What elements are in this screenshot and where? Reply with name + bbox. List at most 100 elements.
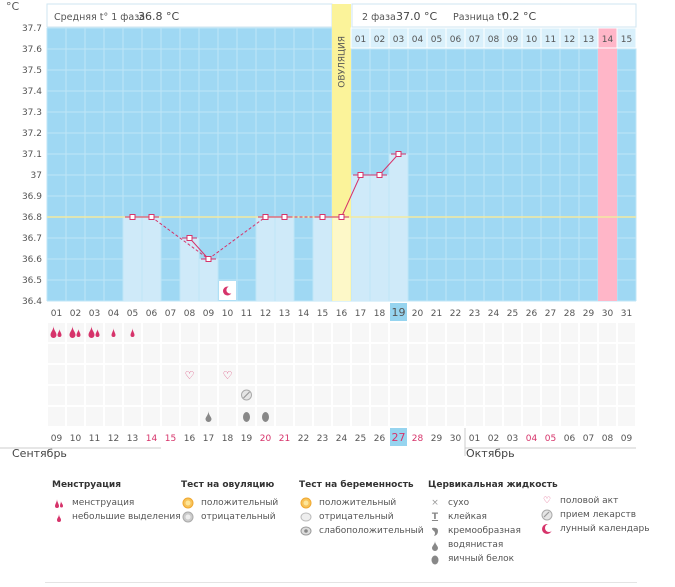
- marker-cell: [351, 322, 370, 343]
- marker-cell: [351, 343, 370, 364]
- marker-cell: [446, 364, 465, 385]
- post-ovulation-number: 01: [355, 35, 366, 45]
- bbt-chart: °C Средняя t° 1 фаза 36.8 °C 2 фаза 37.0…: [0, 0, 637, 460]
- legend-item-label: прием лекарств: [560, 510, 637, 520]
- x-tick-label: 01: [51, 309, 62, 319]
- marker-cell: [332, 385, 351, 406]
- temperature-segment: [379, 153, 399, 176]
- marker-cell: [427, 364, 446, 385]
- marker-cell: [408, 406, 427, 427]
- date-label: 25: [355, 434, 366, 444]
- x-tick-label: 11: [241, 309, 252, 319]
- date-label: 21: [279, 434, 290, 444]
- x-tick-label: 26: [526, 309, 538, 319]
- temperature-dashed-segment: [151, 216, 209, 260]
- x-tick-label: 08: [184, 309, 196, 319]
- phase2-label: 2 фаза: [362, 12, 396, 23]
- marker-cell: [47, 322, 66, 343]
- header-box-phase2: [351, 3, 637, 28]
- date-label: 13: [127, 434, 138, 444]
- sticky-icon: T: [431, 512, 439, 522]
- marker-cell: [408, 364, 427, 385]
- marker-cell: [446, 385, 465, 406]
- marker-cell: [313, 343, 332, 364]
- marker-cell: [370, 385, 389, 406]
- x-tick-label: 31: [621, 309, 632, 319]
- legend-item-label: кремообразная: [448, 526, 521, 536]
- marker-cell: [598, 343, 617, 364]
- marker-cell: [294, 364, 313, 385]
- legend-other: ♡ половой акт прием лекарств лунный кале…: [540, 494, 650, 536]
- marker-cell: [389, 343, 408, 364]
- egg-white-icon: [243, 412, 250, 422]
- marker-cell: [579, 322, 598, 343]
- spotting-drop-icon: [52, 512, 66, 523]
- diff-label: Разница t°: [453, 12, 506, 23]
- date-label: 23: [317, 434, 328, 444]
- marker-cell: [237, 343, 256, 364]
- marker-cell: [560, 343, 579, 364]
- y-tick-label: 37.1: [22, 150, 42, 160]
- marker-cell: [313, 364, 332, 385]
- moon-icon-mask: [226, 286, 234, 294]
- legend-ovulation-test: Тест на овуляцию положительный отрицател…: [181, 480, 278, 524]
- x-tick-label: 06: [146, 309, 158, 319]
- diff-value: 0.2 °C: [502, 10, 536, 23]
- marker-cell: [503, 364, 522, 385]
- marker-cell: [541, 406, 560, 427]
- post-ovulation-cell: [616, 27, 637, 49]
- marker-cell: [446, 343, 465, 364]
- x-tick-label: 07: [165, 309, 176, 319]
- heart-icon: ♡: [185, 369, 195, 382]
- post-ovulation-number: 15: [621, 35, 632, 45]
- current-date-highlight: [390, 428, 407, 446]
- heart-icon: ♡: [542, 496, 552, 506]
- marker-cell: [47, 364, 66, 385]
- marker-cell: [218, 343, 237, 364]
- date-label: 17: [203, 434, 214, 444]
- date-label: 09: [621, 434, 633, 444]
- temperature-bars: [123, 154, 408, 301]
- marker-cell: [370, 406, 389, 427]
- marker-cell: [579, 364, 598, 385]
- marker-cell: [560, 406, 579, 427]
- temperature-point: [376, 172, 383, 178]
- x-tick-label: 19: [392, 306, 406, 319]
- y-tick-label: 37.7: [22, 24, 42, 34]
- legend-title: Менструация: [52, 480, 121, 490]
- marker-cell: [104, 406, 123, 427]
- marker-cell: [85, 406, 104, 427]
- marker-cell: [541, 322, 560, 343]
- temperature-point: [205, 256, 212, 262]
- legend-item: менструация: [52, 496, 181, 510]
- legend-item-label: отрицательный: [201, 512, 276, 522]
- marker-cell: [503, 343, 522, 364]
- temperature-bar: [142, 217, 161, 301]
- date-label: 30: [450, 434, 462, 444]
- marker-cell: [123, 343, 142, 364]
- legend-item: отрицательный: [299, 510, 424, 524]
- marker-cell: [161, 322, 180, 343]
- marker-cell: [275, 364, 294, 385]
- marker-cell: [427, 385, 446, 406]
- pill-icon-line: [243, 391, 250, 399]
- pill-icon: [540, 509, 554, 521]
- legend-item-label: положительный: [201, 498, 279, 508]
- marker-cell: [351, 406, 370, 427]
- date-label: 27: [392, 431, 406, 444]
- x-tick-label: 13: [279, 309, 290, 319]
- marker-cell: [332, 406, 351, 427]
- x-tick-label: 05: [127, 309, 138, 319]
- legend-item-label: водянистая: [448, 540, 504, 550]
- date-label: 09: [51, 434, 63, 444]
- marker-cell: [123, 406, 142, 427]
- marker-grid: ♡ ♡: [47, 322, 636, 427]
- legend-item-label: сухо: [448, 498, 470, 508]
- temperature-bar: [123, 217, 142, 301]
- marker-cell: [180, 322, 199, 343]
- marker-cell: [408, 343, 427, 364]
- legend-item: небольшие выделения: [52, 510, 181, 524]
- date-label: 26: [374, 434, 386, 444]
- legend-menstruation: Менструация менструация небольшие выделе…: [52, 480, 181, 524]
- marker-cell: [66, 385, 85, 406]
